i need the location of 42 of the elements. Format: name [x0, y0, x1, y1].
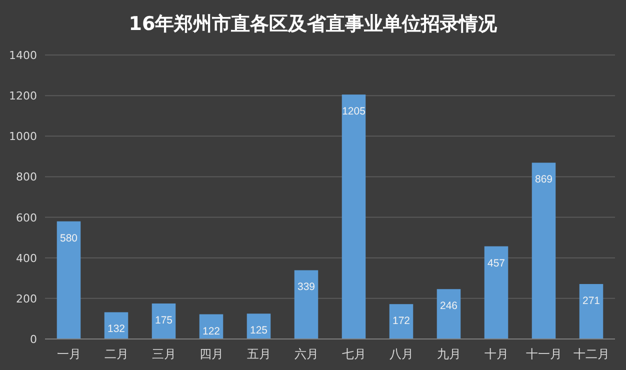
data-label: 122	[202, 325, 220, 338]
bar	[342, 94, 366, 339]
data-label: 457	[487, 257, 506, 270]
x-tick-label: 一月	[56, 347, 81, 361]
bar	[484, 246, 508, 339]
x-tick-label: 九月	[436, 347, 461, 361]
data-label: 1205	[342, 106, 366, 118]
x-tick-label: 二月	[104, 347, 128, 361]
y-tick-label: 1000	[9, 130, 37, 144]
x-tick-label: 四月	[199, 347, 224, 361]
data-label: 869	[534, 174, 553, 186]
y-tick-label: 0	[30, 333, 37, 346]
y-tick-label: 1400	[9, 49, 37, 62]
y-tick-label: 1200	[9, 90, 37, 103]
y-tick-label: 800	[16, 170, 37, 184]
x-tick-label: 三月	[152, 347, 176, 361]
bar	[152, 304, 176, 339]
data-label: 125	[250, 324, 268, 337]
data-label: 175	[154, 314, 173, 326]
chart-title: 16年郑州市直各区及省直事业单位招录情况	[128, 13, 498, 35]
x-tick-label: 八月	[389, 347, 414, 361]
y-tick-label: 200	[16, 292, 37, 306]
x-tick-label: 十月	[484, 347, 508, 361]
y-tick-label: 600	[16, 211, 37, 224]
y-tick-label: 400	[16, 252, 37, 265]
data-label: 271	[582, 295, 600, 308]
data-label: 339	[297, 281, 316, 294]
x-tick-label: 六月	[294, 347, 318, 361]
x-tick-label: 十一月	[526, 347, 562, 361]
bar	[532, 162, 556, 339]
bar	[579, 284, 604, 339]
bar	[56, 221, 81, 339]
x-tick-label: 七月	[342, 347, 366, 361]
data-label: 172	[392, 315, 410, 328]
x-tick-label: 十二月	[573, 347, 610, 361]
bar	[436, 289, 461, 339]
bar	[294, 270, 318, 339]
data-label: 580	[60, 232, 78, 244]
x-tick-label: 五月	[246, 347, 271, 361]
data-label: 132	[107, 323, 126, 336]
bar	[389, 304, 414, 339]
data-label: 246	[440, 300, 458, 312]
